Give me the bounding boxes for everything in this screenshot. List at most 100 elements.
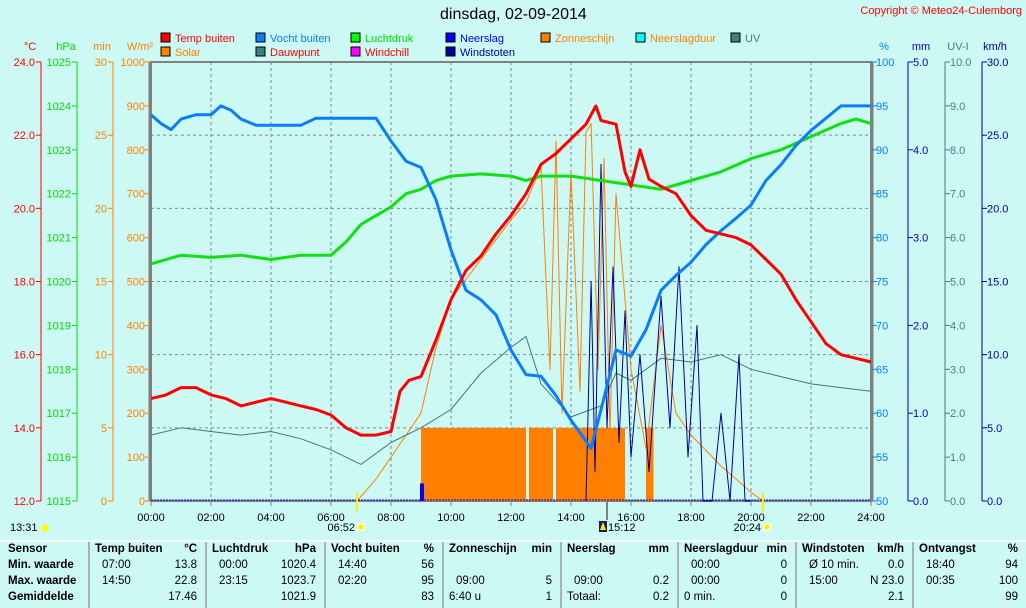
legend-item: Neerslagduur — [650, 33, 716, 45]
axis-tick-label: 15.0 — [987, 277, 1008, 289]
min-value: 94 — [1005, 559, 1018, 571]
axis-tick-label: 100 — [127, 452, 145, 464]
avg-label: 0 min. — [684, 591, 716, 603]
axis-unit-label: °C — [24, 41, 36, 53]
axis-tick-label: 30 — [95, 57, 107, 69]
axis-tick-label: 4.0 — [950, 320, 965, 332]
sunrise-sun-icon — [358, 524, 364, 530]
solar-noon-arrow-icon — [600, 522, 606, 530]
legend-swatch — [350, 46, 361, 57]
max-value: 95 — [421, 575, 434, 587]
axis-tick-label: 700 — [127, 189, 145, 201]
axis-tick-label: 1025 — [47, 57, 71, 69]
legend-swatch — [160, 46, 171, 57]
avg-value: 0 — [780, 591, 787, 603]
axis-tick-label: 90 — [876, 145, 888, 157]
sunset-label: 20:24 — [733, 522, 761, 534]
min-value: 56 — [421, 559, 434, 571]
axis-tick-label: 0 — [139, 496, 145, 508]
axis-tick-label: 5.0 — [987, 423, 1002, 435]
axis-tick-label: 5 — [101, 423, 107, 435]
max-value: 0 — [780, 575, 787, 587]
axis-tick-label: 5.0 — [913, 57, 928, 69]
axis-tick-label: 500 — [127, 277, 145, 289]
legend-item: Windstoten — [460, 47, 515, 59]
x-tick-label: 06:00 — [317, 512, 345, 524]
statistics-table: Sensor Min. waarde Max. waarde Gemiddelde Te… — [0, 540, 1026, 608]
avg-value: 83 — [421, 591, 434, 603]
legend-item: Temp buiten — [175, 33, 235, 45]
axis-tick-label: 1019 — [47, 320, 71, 332]
column-header: Zonneschijn — [449, 543, 517, 555]
axis-tick-label: 400 — [127, 320, 145, 332]
x-tick-label: 18:00 — [677, 512, 705, 524]
column-header: Neerslag — [567, 543, 616, 555]
avg-value: 1 — [545, 591, 552, 603]
avg-label: Totaal: — [567, 591, 601, 603]
axis-tick-label: 14.0 — [14, 423, 35, 435]
min-value: 1020.4 — [280, 559, 316, 571]
axis-unit-label: min — [93, 41, 111, 53]
column-separator — [795, 540, 797, 608]
axis-tick-label: 60 — [876, 408, 888, 420]
rain-bar — [420, 483, 424, 501]
axis-tick-label: 95 — [876, 101, 888, 113]
axis-tick-label: 1015 — [47, 496, 71, 508]
column-header: Vocht buiten — [331, 543, 400, 555]
legend-swatch — [730, 32, 741, 43]
axis-tick-label: 1022 — [47, 189, 71, 201]
x-tick-label: 08:00 — [377, 512, 405, 524]
avg-value: 17.46 — [168, 591, 197, 603]
axis-tick-label: 25.0 — [987, 130, 1008, 142]
row-label: Max. waarde — [8, 575, 77, 587]
axis-tick-label: 16.0 — [14, 350, 35, 362]
axis-tick-label: 4.0 — [913, 145, 928, 157]
avg-value: 2.1 — [888, 591, 904, 603]
series-line-windstoten — [585, 163, 751, 502]
max-time: 00:35 — [926, 575, 955, 587]
column-unit: % — [1007, 543, 1018, 555]
axis-tick-label: 1020 — [47, 277, 71, 289]
max-time: 09:00 — [456, 575, 485, 587]
axis-tick-label: 1.0 — [913, 408, 928, 420]
x-tick-label: 16:00 — [617, 512, 645, 524]
x-tick-label: 12:00 — [497, 512, 525, 524]
axis-tick-label: 1017 — [47, 408, 71, 420]
axis-tick-label: 3.0 — [913, 233, 928, 245]
axis-tick-label: 1016 — [47, 452, 71, 464]
max-value: 5 — [545, 575, 552, 587]
axis-unit-label: mm — [912, 41, 930, 53]
min-value: 0 — [780, 559, 787, 571]
column-unit: min — [766, 543, 787, 555]
axis-unit-label: km/h — [983, 41, 1007, 53]
legend-swatch — [350, 32, 361, 43]
legend-item: Dauwpunt — [270, 47, 320, 59]
x-tick-label: 00:00 — [137, 512, 165, 524]
x-tick-label: 24:00 — [857, 512, 885, 524]
column-unit: °C — [184, 543, 197, 555]
axis-tick-label: 30.0 — [987, 57, 1008, 69]
column-header: Windstoten — [802, 543, 865, 555]
sunshine-bar — [421, 427, 526, 501]
column-unit: % — [423, 543, 434, 555]
min-time: 00:00 — [219, 559, 248, 571]
avg-label: 6:40 u — [449, 591, 481, 603]
column-separator — [677, 540, 679, 608]
weather-chart: °C12.014.016.018.020.022.024.0hPa1015101… — [10, 32, 1008, 534]
legend-item: Zonneschijn — [555, 33, 614, 45]
axis-unit-label: hPa — [56, 41, 76, 53]
axis-tick-label: 22.0 — [14, 130, 35, 142]
axis-tick-label: 2.0 — [913, 320, 928, 332]
x-tick-label: 02:00 — [197, 512, 225, 524]
axis-tick-label: 9.0 — [950, 101, 965, 113]
max-time: 02:20 — [338, 575, 367, 587]
axis-unit-label: % — [879, 41, 889, 53]
axis-tick-label: 7.0 — [950, 189, 965, 201]
max-time: 00:00 — [691, 575, 720, 587]
axis-tick-label: 10 — [95, 350, 107, 362]
axis-tick-label: 25 — [95, 130, 107, 142]
axis-tick-label: 24.0 — [14, 57, 35, 69]
max-time: 15:00 — [809, 575, 838, 587]
axis-tick-label: 900 — [127, 101, 145, 113]
legend-swatch — [445, 46, 456, 57]
